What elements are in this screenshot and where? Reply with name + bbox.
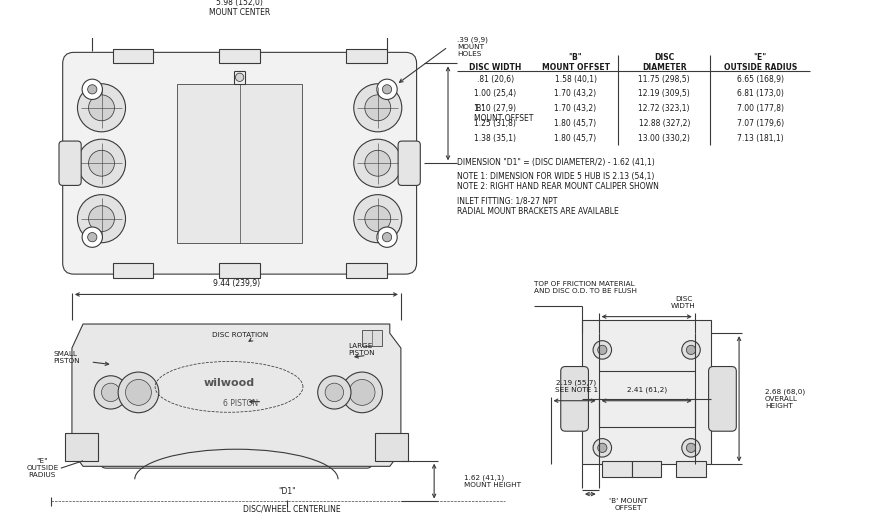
Text: DISC ROTATION: DISC ROTATION [212,332,269,338]
Bar [346,263,387,278]
Text: 1.80 (45,7): 1.80 (45,7) [555,119,597,128]
Text: 7.00 (177,8): 7.00 (177,8) [737,104,784,113]
Text: 1.80 (45,7): 1.80 (45,7) [555,134,597,143]
Text: 12.19 (309,5): 12.19 (309,5) [639,89,690,99]
Circle shape [88,150,115,176]
Bar [113,49,153,64]
Text: 1.70 (43,2): 1.70 (43,2) [555,89,597,99]
Text: 1.70 (43,2): 1.70 (43,2) [555,104,597,113]
Circle shape [598,443,607,453]
Text: 1.10 (27,9): 1.10 (27,9) [474,104,516,113]
Circle shape [382,85,392,94]
Circle shape [235,73,244,81]
Circle shape [382,233,392,242]
Circle shape [354,84,402,132]
FancyBboxPatch shape [101,326,372,468]
Bar [676,461,706,477]
Circle shape [78,139,125,187]
Text: 1.38 (35,1): 1.38 (35,1) [474,134,516,143]
Circle shape [686,345,696,354]
Text: wilwood: wilwood [204,378,255,388]
Text: 13.00 (330,2): 13.00 (330,2) [638,134,690,143]
Text: DISC: DISC [654,54,675,62]
Text: 12.72 (323,1): 12.72 (323,1) [639,104,690,113]
Text: 5.98 (152,0)
MOUNT CENTER: 5.98 (152,0) MOUNT CENTER [209,0,270,17]
Text: NOTE 2: RIGHT HAND REAR MOUNT CALIPER SHOWN: NOTE 2: RIGHT HAND REAR MOUNT CALIPER SH… [458,182,659,191]
Circle shape [82,227,102,247]
Circle shape [354,139,402,187]
Circle shape [377,227,397,247]
Circle shape [349,380,375,405]
Text: 2.68 (68,0)
OVERALL
HEIGHT: 2.68 (68,0) OVERALL HEIGHT [765,388,805,409]
Text: NOTE 1: DIMENSION FOR WIDE 5 HUB IS 2.13 (54,1): NOTE 1: DIMENSION FOR WIDE 5 HUB IS 2.13… [458,172,654,181]
Circle shape [342,372,382,413]
Text: 12.88 (327,2): 12.88 (327,2) [639,119,690,128]
Bar [632,461,662,477]
Text: 6 PISTON: 6 PISTON [223,399,259,408]
FancyBboxPatch shape [709,366,736,431]
Text: DIAMETER: DIAMETER [642,62,687,71]
Text: 7.13 (181,1): 7.13 (181,1) [737,134,784,143]
Bar [346,49,387,64]
Bar [602,461,632,477]
Circle shape [593,341,612,359]
Circle shape [354,195,402,243]
Bar [220,49,260,64]
Text: SMALL
PISTON: SMALL PISTON [53,351,80,364]
Circle shape [326,383,344,402]
FancyBboxPatch shape [561,366,589,431]
Text: 9.44 (239,9): 9.44 (239,9) [213,279,260,288]
Text: 2.19 (55,7)
SEE NOTE 1: 2.19 (55,7) SEE NOTE 1 [555,380,598,393]
Circle shape [593,438,612,457]
Circle shape [78,195,125,243]
Circle shape [82,79,102,99]
Circle shape [682,438,700,457]
Text: 6.65 (168,9): 6.65 (168,9) [737,75,784,83]
Text: .81 (20,6): .81 (20,6) [477,75,514,83]
Text: DIMENSION "D1" = (DISC DIAMETER/2) - 1.62 (41,1): DIMENSION "D1" = (DISC DIAMETER/2) - 1.6… [458,158,655,167]
Circle shape [102,383,120,402]
Text: DISC WIDTH: DISC WIDTH [469,62,522,71]
Circle shape [88,85,97,94]
Bar [220,263,260,278]
Text: 6.81 (173,0): 6.81 (173,0) [737,89,784,99]
Text: MOUNT OFFSET: MOUNT OFFSET [542,62,610,71]
Circle shape [125,380,151,405]
Bar [582,320,711,465]
Text: TOP OF FRICTION MATERIAL
AND DISC O.D. TO BE FLUSH: TOP OF FRICTION MATERIAL AND DISC O.D. T… [534,281,637,295]
FancyBboxPatch shape [63,52,416,274]
Text: 1.25 (31,8): 1.25 (31,8) [474,119,516,128]
Text: 1.62 (41,1)
MOUNT HEIGHT: 1.62 (41,1) MOUNT HEIGHT [464,475,521,488]
Bar [177,84,303,243]
Bar [362,330,382,346]
Circle shape [377,79,397,99]
Text: OUTSIDE RADIUS: OUTSIDE RADIUS [724,62,797,71]
Bar [375,433,409,461]
Circle shape [598,345,607,354]
Text: 1.58 (40,1): 1.58 (40,1) [555,75,597,83]
Text: LARGE
PISTON: LARGE PISTON [348,343,374,356]
FancyBboxPatch shape [59,141,81,185]
FancyBboxPatch shape [398,141,420,185]
Circle shape [365,206,391,232]
Bar [65,433,98,461]
Circle shape [118,372,158,413]
Circle shape [88,233,97,242]
Text: INLET FITTING: 1/8-27 NPT: INLET FITTING: 1/8-27 NPT [458,196,557,205]
Text: 1.00 (25,4): 1.00 (25,4) [474,89,516,99]
Text: 'B' MOUNT
OFFSET: 'B' MOUNT OFFSET [609,498,648,511]
Text: "E": "E" [753,54,767,62]
Circle shape [94,376,128,409]
Circle shape [365,95,391,121]
Circle shape [88,206,115,232]
Text: 11.75 (298,5): 11.75 (298,5) [639,75,690,83]
Text: DISC
WIDTH: DISC WIDTH [671,296,696,309]
Text: 2.41 (61,2): 2.41 (61,2) [626,387,667,393]
Polygon shape [72,324,401,466]
Text: 7.07 (179,6): 7.07 (179,6) [737,119,784,128]
Circle shape [318,376,351,409]
Circle shape [365,150,391,176]
Text: "B": "B" [569,54,583,62]
Circle shape [682,341,700,359]
Text: RADIAL MOUNT BRACKETS ARE AVAILABLE: RADIAL MOUNT BRACKETS ARE AVAILABLE [458,207,619,216]
